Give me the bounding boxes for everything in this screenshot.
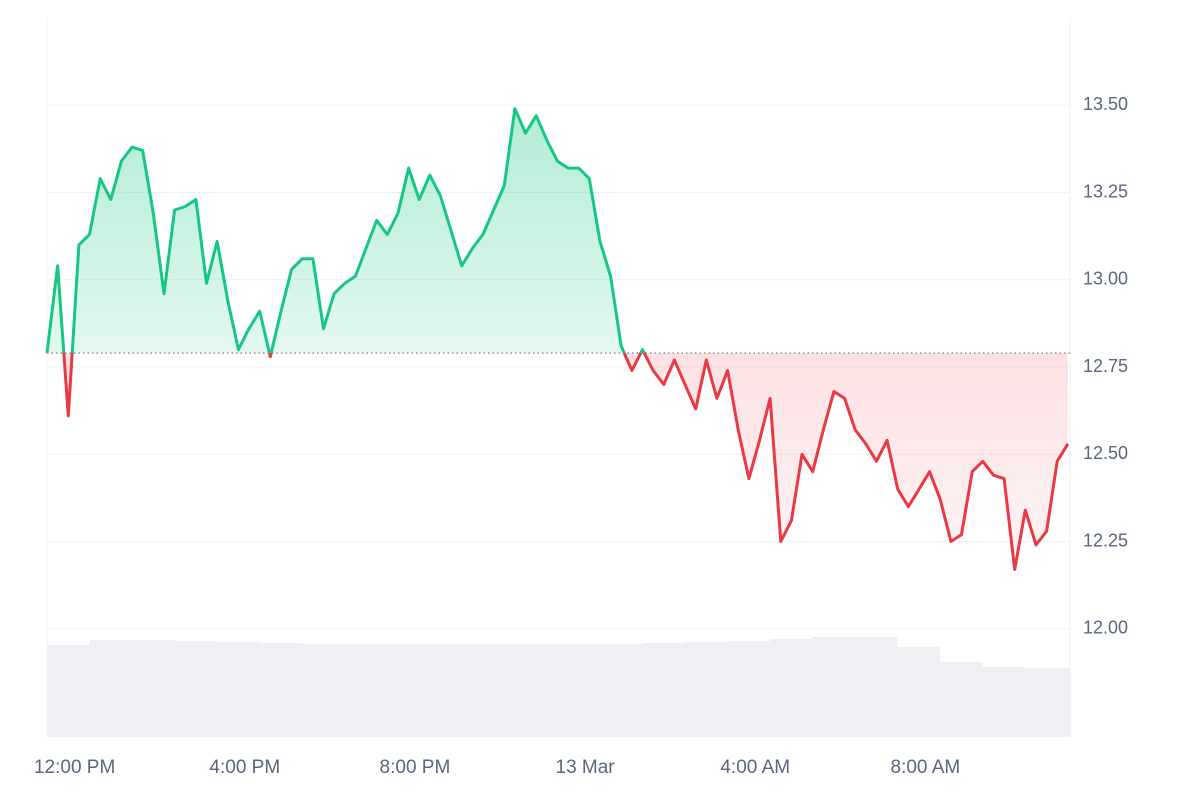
price-line [45, 107, 1070, 571]
volume-bar [557, 644, 600, 737]
x-tick-label: 13 Mar [556, 757, 616, 778]
x-tick-label: 4:00 AM [720, 757, 790, 778]
y-tick-label: 12.50 [1083, 443, 1128, 463]
volume-bar [344, 644, 388, 737]
volume-bar [812, 637, 856, 737]
volume-bar [727, 641, 771, 737]
volume-bar [47, 645, 90, 737]
volume-bar [217, 642, 260, 737]
volume-bar [940, 662, 983, 737]
y-tick-label: 12.75 [1083, 356, 1128, 376]
volume-bar [472, 644, 515, 737]
x-tick-label: 8:00 PM [380, 757, 451, 778]
volume-bar [982, 667, 1026, 737]
volume-bar [685, 642, 728, 737]
volume-bar [174, 641, 218, 737]
volume-bar [514, 644, 558, 737]
y-tick-label: 13.50 [1083, 94, 1128, 114]
area-fill [47, 108, 1068, 570]
y-tick-label: 13.00 [1083, 269, 1128, 289]
volume-bar [132, 640, 175, 737]
volume-bar [89, 640, 133, 737]
volume-bar [642, 643, 686, 737]
x-tick-label: 4:00 PM [209, 757, 280, 778]
volume-bar [897, 647, 941, 737]
volume-bar [855, 637, 898, 737]
volume-bar [302, 644, 345, 737]
x-tick-label: 12:00 PM [34, 757, 115, 778]
y-tick-label: 12.00 [1083, 618, 1128, 638]
volume-bar [1025, 668, 1068, 737]
volume-bar [1067, 668, 1070, 737]
volume-bar [429, 644, 473, 737]
y-tick-label: 12.25 [1083, 530, 1128, 550]
volume-bar [387, 644, 430, 737]
volume-bar [259, 643, 303, 737]
y-tick-label: 13.25 [1083, 181, 1128, 201]
volume-bar [770, 639, 813, 737]
x-tick-label: 8:00 AM [891, 757, 961, 778]
volume-bar [599, 644, 643, 737]
